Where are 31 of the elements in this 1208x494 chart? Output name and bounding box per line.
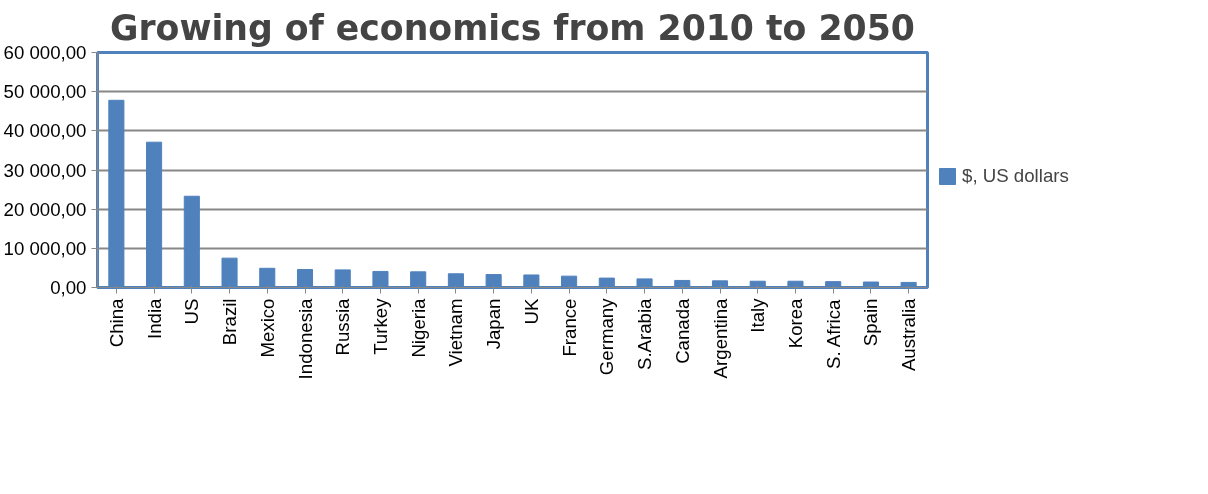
y-tick-label: 20 000,00	[3, 198, 87, 220]
x-tick-label: Australia	[898, 297, 920, 372]
x-tick-label: UK	[520, 297, 542, 325]
x-tick-label: Argentina	[709, 297, 731, 379]
x-tick-label: Canada	[671, 297, 693, 364]
x-tick-label: Russia	[332, 297, 354, 356]
x-tick-label: Germany	[596, 297, 618, 376]
x-tick-label: Turkey	[369, 297, 391, 355]
y-tick-label: 60 000,00	[3, 42, 87, 63]
x-tick-label: Indonesia	[294, 297, 316, 380]
chart-title: Growing of economics from 2010 to 2050	[110, 7, 915, 48]
x-tick-label: US	[181, 298, 203, 325]
x-tick-label: S. Africa	[822, 298, 844, 369]
x-tick-label: France	[558, 298, 580, 357]
x-tick-label: Nigeria	[407, 297, 429, 358]
x-tick-label: Brazil	[219, 298, 241, 346]
x-tick-label: Vietnam	[445, 298, 467, 367]
y-tick-label: 10 000,00	[3, 237, 87, 259]
x-tick-label: China	[105, 297, 127, 348]
x-tick-label: Spain	[860, 298, 882, 347]
legend-label: $, US dollars	[962, 165, 1069, 187]
y-tick-label: 40 000,00	[3, 120, 87, 142]
x-tick-label: S.Arabia	[634, 297, 656, 371]
x-tick-label: Mexico	[256, 298, 278, 358]
y-tick-label: 0,00	[50, 277, 87, 298]
y-tick-label: 50 000,00	[3, 81, 87, 103]
y-tick-label: 30 000,00	[3, 159, 87, 181]
x-tick-label: Korea	[784, 297, 806, 349]
x-tick-label: Japan	[483, 298, 505, 350]
x-tick-label: India	[143, 297, 165, 339]
x-tick-label: Italy	[747, 297, 769, 333]
